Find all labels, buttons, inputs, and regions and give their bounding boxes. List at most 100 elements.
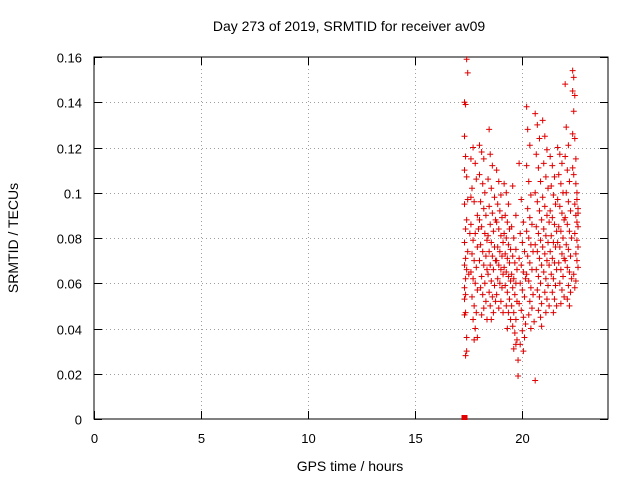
data-point	[503, 189, 510, 196]
data-point	[526, 214, 533, 221]
data-point	[474, 287, 481, 294]
data-point	[485, 232, 492, 239]
data-point	[474, 334, 481, 341]
x-tick-label: 20	[515, 431, 529, 446]
data-point	[519, 287, 526, 294]
data-point	[527, 192, 534, 199]
data-point	[568, 275, 575, 282]
data-point	[549, 214, 556, 221]
data-point	[497, 232, 504, 239]
data-point	[550, 192, 557, 199]
data-point	[518, 262, 525, 269]
data-point	[527, 325, 534, 332]
data-point	[520, 314, 527, 321]
data-point	[571, 92, 578, 99]
data-point	[556, 244, 563, 251]
data-point	[558, 287, 565, 294]
data-point	[467, 268, 474, 275]
data-point	[493, 219, 500, 226]
data-point	[517, 280, 524, 287]
data-point	[532, 377, 539, 384]
data-point	[493, 257, 500, 264]
data-point	[476, 171, 483, 178]
data-point	[508, 223, 515, 230]
data-point	[488, 277, 495, 284]
data-point	[500, 309, 507, 316]
data-point	[575, 223, 582, 230]
data-point	[523, 103, 530, 110]
data-point	[510, 235, 517, 241]
data-point	[572, 250, 579, 257]
y-tick-label: 0.08	[57, 232, 82, 247]
y-axis: 0 0.02 0.04 0.06 0.08 0.1 0.12 0.14 0.16	[57, 51, 608, 428]
data-point	[555, 259, 562, 266]
data-point	[524, 253, 531, 260]
data-point	[535, 164, 542, 171]
data-point	[545, 185, 552, 192]
data-point	[575, 264, 582, 271]
data-point	[553, 302, 560, 309]
data-point	[520, 219, 527, 226]
data-point	[575, 244, 582, 251]
data-point	[472, 325, 479, 332]
x-tick-label: 5	[198, 431, 205, 446]
data-point	[555, 171, 562, 178]
data-points	[461, 56, 582, 420]
data-point	[462, 255, 469, 262]
data-point	[501, 264, 508, 271]
data-point	[573, 196, 580, 203]
data-point	[501, 230, 508, 237]
data-point	[470, 144, 477, 151]
data-point	[537, 280, 544, 287]
data-point	[510, 345, 517, 352]
data-point	[516, 160, 523, 167]
data-point	[562, 81, 569, 88]
data-point	[526, 142, 533, 149]
data-point	[571, 135, 578, 142]
data-point	[532, 189, 539, 196]
data-point	[565, 198, 572, 205]
data-point	[543, 257, 550, 264]
data-point	[570, 271, 577, 278]
data-point	[495, 178, 502, 185]
y-tick-label: 0	[75, 413, 82, 428]
data-point	[478, 273, 485, 280]
data-point	[496, 280, 503, 287]
data-point	[467, 221, 474, 228]
data-point	[538, 216, 545, 223]
data-point	[541, 289, 548, 296]
data-point	[570, 108, 577, 115]
data-point	[476, 216, 483, 223]
data-point	[482, 298, 489, 305]
data-point	[573, 257, 580, 264]
data-point	[573, 237, 580, 244]
data-point	[462, 225, 469, 232]
data-point	[486, 203, 493, 210]
data-point	[491, 282, 498, 289]
data-point	[502, 212, 509, 219]
data-point	[472, 160, 479, 167]
data-point	[471, 302, 478, 309]
data-point	[549, 255, 556, 262]
data-point	[477, 198, 484, 205]
data-point	[549, 289, 556, 296]
y-tick-label: 0.02	[57, 368, 82, 383]
data-point	[551, 221, 558, 228]
data-point	[542, 232, 549, 239]
data-point	[479, 291, 486, 298]
data-point	[463, 266, 470, 273]
data-point	[512, 316, 519, 323]
data-point	[511, 330, 518, 337]
data-point	[547, 153, 554, 160]
data-point	[551, 296, 558, 303]
data-point	[488, 316, 495, 323]
data-point	[548, 271, 555, 278]
data-point	[486, 248, 493, 255]
data-point	[557, 228, 564, 235]
data-point	[474, 212, 481, 219]
data-point	[502, 250, 509, 257]
data-point	[569, 130, 576, 137]
data-point	[496, 248, 503, 255]
data-point	[480, 305, 487, 312]
chart-title: Day 273 of 2019, SRMTID for receiver av0…	[213, 18, 486, 34]
